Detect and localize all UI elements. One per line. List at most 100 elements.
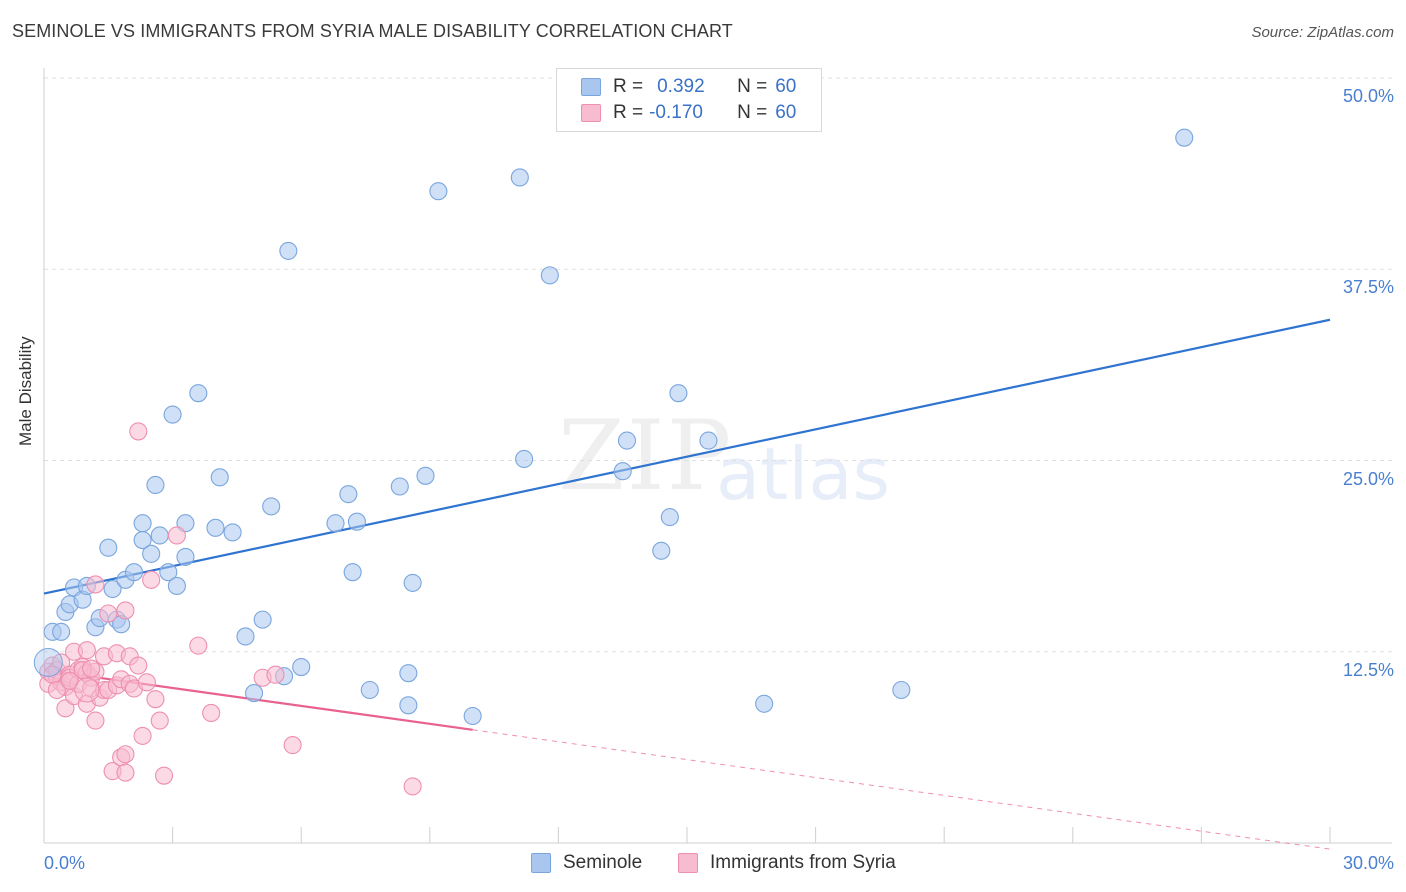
seminole-point	[163, 405, 182, 424]
seminole-point	[146, 475, 165, 495]
seminole-point	[347, 512, 366, 531]
data-points	[33, 128, 1194, 796]
correlation-legend: R = 0.392 N = 60 R = -0.170 N = 60	[556, 68, 822, 132]
seminole-point	[150, 526, 169, 545]
watermark-zip: ZIP	[558, 400, 734, 512]
seminole-point	[339, 485, 358, 504]
seminole-point	[223, 523, 242, 542]
seminole-point	[33, 647, 63, 677]
seminole-point	[206, 518, 225, 537]
seminole-point	[360, 680, 379, 700]
syria-point	[116, 601, 135, 620]
seminole-point	[540, 266, 559, 285]
series-swatch-syria	[678, 853, 698, 873]
series-legend: Seminole Immigrants from Syria	[0, 852, 1406, 878]
seminole-point	[176, 514, 195, 533]
y-tick-label: 50.0%	[1342, 86, 1394, 106]
syria-point	[146, 690, 165, 709]
legend-r-label: R =	[613, 76, 644, 97]
seminole-point	[292, 657, 311, 677]
syria-point	[74, 677, 100, 703]
syria-point	[86, 575, 105, 594]
seminole-point	[669, 384, 688, 403]
trend-line-seminole	[43, 318, 1331, 595]
seminole-point	[892, 680, 911, 700]
syria-point	[129, 422, 148, 441]
legend-r-value: -0.170	[649, 102, 703, 123]
seminole-point	[244, 684, 264, 703]
syria-point	[47, 680, 66, 700]
legend-r-value: 0.392	[657, 76, 705, 97]
seminole-point	[133, 531, 152, 550]
legend-r-label: R =	[613, 102, 644, 123]
seminole-point	[52, 622, 71, 641]
legend-row-syria: R = -0.170 N = 60	[581, 101, 796, 125]
legend-swatch-seminole	[581, 78, 601, 96]
watermark-atlas: atlas	[716, 432, 890, 516]
y-axis-title: Male Disability	[16, 336, 35, 446]
syria-point	[99, 604, 118, 623]
legend-n-value: 60	[775, 102, 797, 123]
seminole-point	[142, 544, 161, 563]
seminole-point	[279, 241, 298, 260]
syria-point	[129, 656, 148, 675]
seminole-point	[755, 694, 774, 713]
seminole-point	[1175, 128, 1194, 147]
seminole-point	[103, 579, 122, 599]
syria-point	[189, 636, 208, 655]
seminole-point	[189, 384, 208, 403]
legend-n-value: 60	[775, 76, 797, 97]
seminole-point	[390, 477, 409, 496]
seminole-point	[403, 573, 422, 592]
syria-point	[52, 653, 71, 672]
syria-point	[142, 570, 161, 589]
x-tick-label-min: 0.0%	[44, 853, 86, 873]
syria-point	[82, 659, 101, 678]
seminole-point	[133, 514, 152, 533]
seminole-point	[343, 563, 362, 582]
seminole-point	[326, 514, 345, 533]
seminole-point	[124, 563, 144, 582]
seminole-point	[399, 696, 418, 715]
seminole-point	[253, 610, 272, 629]
y-tick-label: 37.5%	[1342, 277, 1394, 298]
seminole-point	[210, 468, 229, 487]
seminole-point	[99, 538, 118, 557]
seminole-point	[510, 168, 529, 187]
seminole-point	[167, 576, 186, 596]
seminole-point	[236, 627, 255, 646]
syria-point	[56, 699, 75, 718]
series-legend-syria: Immigrants from Syria	[678, 852, 896, 874]
seminole-point	[660, 508, 679, 527]
legend-n-label: N =	[737, 76, 768, 97]
series-legend-seminole: Seminole	[531, 852, 642, 874]
seminole-point	[262, 497, 281, 516]
seminole-point	[515, 449, 534, 469]
seminole-point	[176, 547, 195, 566]
seminole-point	[699, 431, 718, 450]
seminole-point	[429, 182, 448, 201]
grid-lines	[44, 77, 1392, 653]
syria-point	[154, 766, 174, 785]
seminole-point	[159, 563, 178, 582]
syria-point	[86, 711, 105, 730]
syria-point	[202, 703, 221, 723]
y-tick-label: 12.5%	[1342, 659, 1394, 680]
syria-point	[150, 711, 169, 730]
seminole-point	[652, 541, 671, 560]
syria-point	[60, 671, 79, 690]
seminole-point	[613, 462, 632, 481]
syria-point	[116, 763, 135, 782]
syria-point	[77, 641, 96, 660]
trend-line-extension	[472, 729, 1331, 850]
seminole-point	[617, 431, 637, 450]
series-label-syria: Immigrants from Syria	[710, 852, 896, 873]
series-label-seminole: Seminole	[563, 852, 643, 873]
chart-title: SEMINOLE VS IMMIGRANTS FROM SYRIA MALE D…	[12, 21, 733, 41]
seminole-point	[399, 664, 418, 683]
series-swatch-seminole	[531, 853, 551, 873]
syria-point	[403, 777, 422, 796]
seminole-point	[463, 706, 482, 726]
syria-point	[137, 673, 156, 692]
